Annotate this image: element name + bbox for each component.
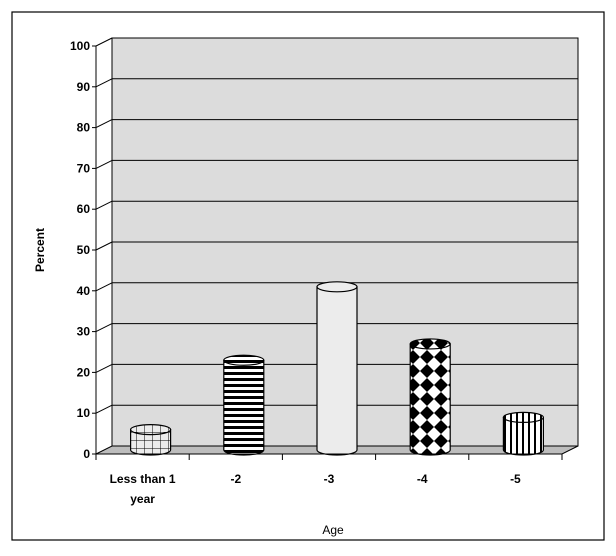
y-tick-label: 80 [77, 121, 91, 135]
bar [409, 338, 451, 456]
x-tick-label: year [130, 492, 155, 506]
y-tick-label: 60 [77, 202, 91, 216]
y-tick-label: 50 [77, 243, 91, 257]
bar-body [409, 343, 451, 456]
y-tick-label: 10 [77, 406, 91, 420]
x-tick-label: -3 [324, 472, 335, 486]
y-tick-label: 20 [77, 365, 91, 379]
gridline-depth [95, 159, 113, 169]
y-tick-label: 40 [77, 284, 91, 298]
bar-top [316, 281, 358, 293]
bar-top [223, 354, 265, 366]
y-tick-label: 100 [70, 39, 90, 53]
bar-body [316, 286, 358, 456]
bar-body [130, 429, 172, 456]
x-axis-label: Age [322, 523, 344, 537]
y-tick-label: 70 [77, 161, 91, 175]
gridline-depth [95, 363, 113, 373]
bar [502, 411, 545, 456]
x-tick-label: Less than 1 [110, 472, 176, 486]
bar [223, 354, 265, 456]
gridline-depth [95, 404, 113, 414]
x-tick-label: -4 [417, 472, 428, 486]
bars [130, 281, 545, 456]
gridline-depth [95, 241, 113, 251]
x-tick-label: -5 [510, 472, 521, 486]
gridline-depth [95, 78, 113, 88]
y-tick-label: 0 [83, 447, 90, 461]
bar [316, 281, 358, 456]
gridline-depth [95, 200, 113, 210]
y-tick-label: 30 [77, 325, 91, 339]
bar [130, 424, 172, 456]
y-tick-label: 90 [77, 80, 91, 94]
gridline-depth [95, 119, 113, 129]
bar-top [502, 411, 545, 423]
y-axis-label: Percent [33, 228, 47, 272]
gridline-depth [95, 323, 113, 333]
axes: 0 10 20 30 40 50 60 70 80 90 100 Less than 1 year -2 -… [70, 39, 563, 506]
bar-top [130, 424, 172, 436]
gridline-depth [95, 37, 113, 47]
x-tick-label: -2 [230, 472, 241, 486]
bar-body [502, 416, 544, 456]
gridline-depth [95, 282, 113, 292]
bar-body [223, 359, 265, 456]
bar-top [409, 338, 451, 350]
